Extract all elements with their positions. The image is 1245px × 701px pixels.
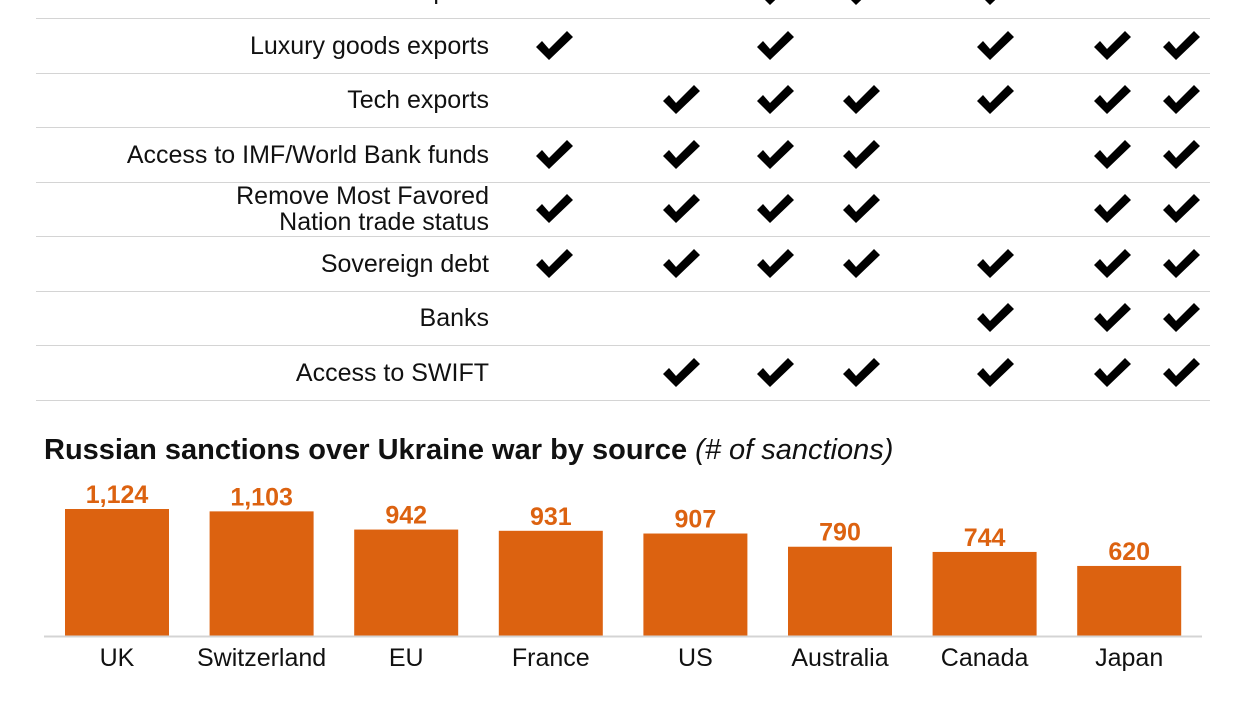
checkmark-icon — [841, 192, 881, 226]
checkmark-icon — [534, 138, 574, 172]
checkmark-icon — [1092, 29, 1132, 63]
row-label: Remove Most Favored Nation trade status — [236, 182, 489, 236]
bar-uk — [65, 509, 169, 636]
row-label: Tech exports — [347, 86, 489, 114]
checkmark-icon — [1161, 83, 1201, 117]
row-label: Access to SWIFT — [295, 358, 489, 387]
bar-eu — [354, 529, 459, 636]
category-label: Japan — [1095, 644, 1163, 672]
checkmark-icon — [1161, 29, 1201, 63]
checkmark-icon — [975, 356, 1015, 390]
bar-switzerland — [209, 511, 314, 636]
row-label: Metal imports — [339, 0, 489, 18]
checkmark-icon — [975, 247, 1015, 281]
category-label: France — [512, 644, 590, 672]
checkmark-icon — [975, 29, 1015, 63]
checkmark-icon — [534, 247, 574, 281]
checkmark-icon — [661, 356, 701, 390]
sanctions-table: Metal imports Luxury goods exports Tech ex… — [36, 0, 1210, 401]
bar-canada — [932, 551, 1037, 636]
row-label: Luxury goods exports — [249, 31, 489, 60]
category-label: Australia — [791, 644, 888, 672]
category-label: Canada — [941, 644, 1029, 672]
checkmark-icon — [534, 192, 574, 226]
data-label: 1,103 — [230, 483, 293, 511]
data-label: 620 — [1108, 538, 1150, 566]
checkmark-icon — [1092, 247, 1132, 281]
category-label: Switzerland — [197, 644, 326, 672]
bar-us — [643, 533, 748, 636]
checkmark-icon — [1092, 192, 1132, 226]
data-label: 931 — [530, 503, 572, 531]
table-row: Tech exports — [36, 73, 1210, 128]
checkmark-icon — [755, 356, 795, 390]
row-label: Access to IMF/World Bank funds — [126, 140, 489, 169]
checkmark-icon — [841, 356, 881, 390]
checkmark-icon — [1092, 356, 1132, 390]
table-row: Luxury goods exports — [36, 19, 1210, 74]
bar-japan — [1077, 565, 1182, 636]
checkmark-icon — [841, 138, 881, 172]
data-label: 1,124 — [86, 481, 149, 509]
category-label: US — [678, 644, 713, 672]
table-row: Access to IMF/World Bank funds — [36, 128, 1210, 183]
checkmark-icon — [1161, 192, 1201, 226]
checkmark-icon — [975, 83, 1015, 117]
category-label: EU — [389, 644, 424, 672]
table-row: Banks — [36, 291, 1210, 346]
table-row: Metal imports — [36, 0, 1210, 19]
checkmark-icon — [841, 83, 881, 117]
checkmark-icon — [755, 247, 795, 281]
checkmark-icon — [661, 192, 701, 226]
row-label: Banks — [419, 304, 489, 332]
checkmark-icon — [755, 0, 795, 8]
checkmark-icon — [1092, 301, 1132, 335]
table-row: Sovereign debt — [36, 237, 1210, 292]
data-label: 744 — [964, 524, 1006, 552]
checkmark-icon — [975, 301, 1015, 335]
bar-australia — [788, 546, 892, 636]
checkmark-icon — [661, 83, 701, 117]
checkmark-icon — [755, 138, 795, 172]
checkmark-icon — [1092, 138, 1132, 172]
checkmark-icon — [534, 29, 574, 63]
checkmark-icon — [975, 0, 1015, 8]
bar-france — [498, 530, 603, 636]
checkmark-icon — [1092, 83, 1132, 117]
checkmark-icon — [755, 83, 795, 117]
table-row: Access to SWIFT — [36, 346, 1210, 401]
table-row: Remove Most Favored Nation trade status — [36, 182, 1210, 237]
checkmark-icon — [661, 138, 701, 172]
chart-subtitle: (# of sanctions) — [695, 434, 894, 466]
data-label: 790 — [819, 519, 861, 547]
checkmark-icon — [1161, 301, 1201, 335]
checkmark-icon — [755, 29, 795, 63]
checkmark-icon — [1161, 356, 1201, 390]
checkmark-icon — [1161, 138, 1201, 172]
data-label: 942 — [385, 502, 427, 530]
chart-title: Russian sanctions over Ukraine war by so… — [44, 434, 893, 467]
data-label: 907 — [675, 506, 717, 534]
category-label: UK — [100, 644, 135, 672]
checkmark-icon — [1161, 247, 1201, 281]
bar-chart: 1,124 UK 1,103 Switzerland 942 EU 931 France 907… — [44, 481, 1202, 672]
checkmark-icon — [841, 247, 881, 281]
chart-title-text: Russian sanctions over Ukraine war by so… — [44, 434, 688, 466]
checkmark-icon — [755, 192, 795, 226]
row-label: Sovereign debt — [320, 249, 489, 278]
checkmark-icon — [841, 0, 881, 8]
checkmark-icon — [661, 247, 701, 281]
